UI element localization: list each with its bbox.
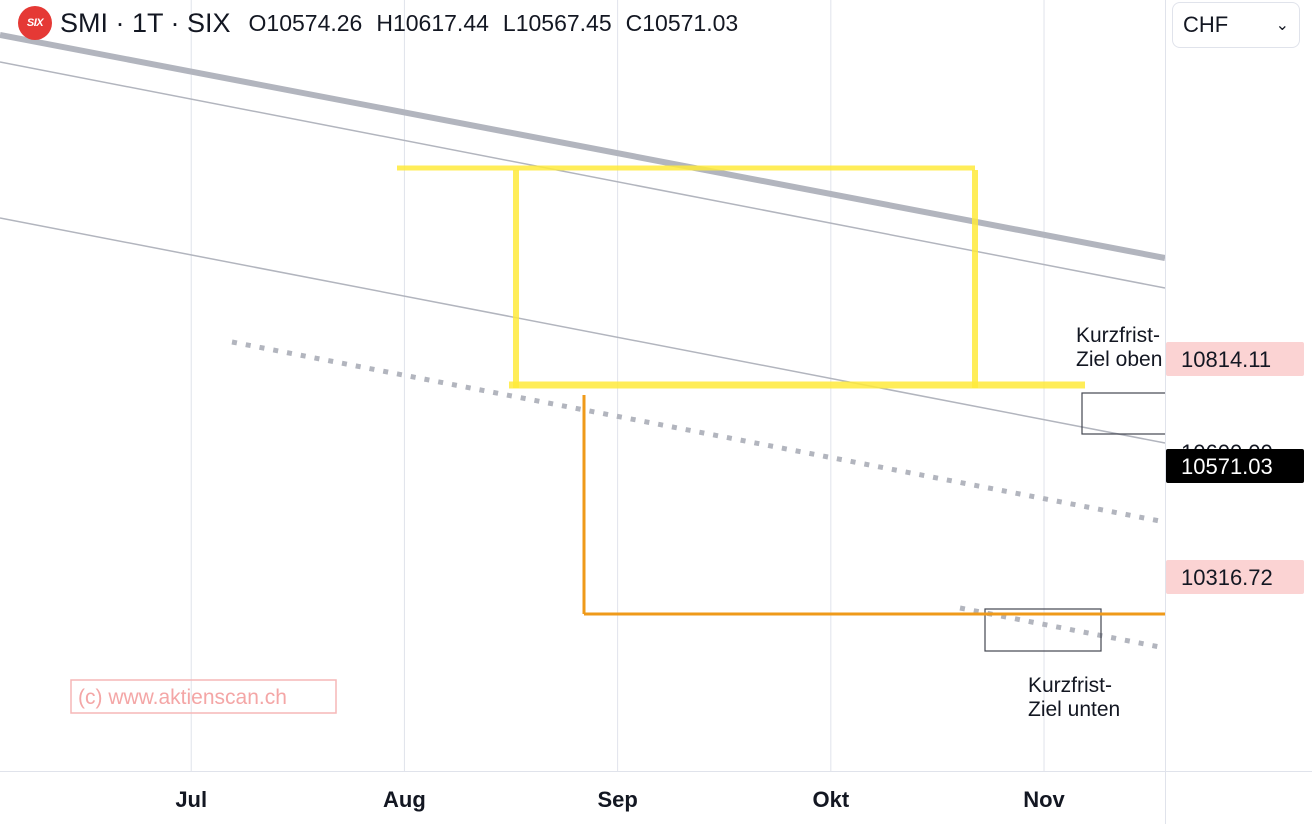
six-logo-icon: SIX <box>18 6 52 40</box>
currency-select[interactable]: CHF ⌄ <box>1172 2 1300 48</box>
x-tick-label: Jul <box>175 787 207 812</box>
trendline-lower-thin <box>0 217 1166 444</box>
currency-value: CHF <box>1183 12 1229 37</box>
target-up-label-2: Ziel oben <box>1076 348 1162 371</box>
trendline-upper-thick <box>0 32 1166 261</box>
ohlc-low: L10567.45 <box>502 9 612 36</box>
x-tick-label: Aug <box>383 787 426 812</box>
chevron-down-icon: ⌄ <box>1275 17 1289 34</box>
ohlc-close: C10571.03 <box>625 9 739 36</box>
lower-target-tag-bg <box>1166 560 1304 594</box>
range-drawings <box>397 165 1165 616</box>
target-box-upper <box>1081 392 1173 435</box>
trendline-upper-thin <box>0 61 1166 289</box>
x-tick-labels: Jul Aug Sep Okt Nov <box>175 787 1065 812</box>
last-price-tag-bg <box>1166 449 1304 483</box>
symbol-title[interactable]: SMI · 1T · SIX <box>60 7 231 38</box>
target-box-lower <box>984 608 1102 652</box>
target-down-label-1: Kurzfrist- <box>1028 674 1112 697</box>
watermark-text: (c) www.aktienscan.ch <box>78 686 287 709</box>
annotations: Kurzfrist- Ziel oben Kurzfrist- Ziel unt… <box>70 324 1162 721</box>
target-up-label-1: Kurzfrist- <box>1076 324 1160 347</box>
x-tick-label: Sep <box>597 787 637 812</box>
watermark-box <box>70 679 337 714</box>
lower-target-tag: 10316.72 <box>1181 565 1273 590</box>
ohlc-high: H10617.44 <box>376 9 489 36</box>
target-down-label-2: Ziel unten <box>1028 698 1120 721</box>
trendline-dotted <box>231 339 1166 525</box>
x-tick-label: Nov <box>1023 787 1065 812</box>
chart-header: SIX SMI · 1T · SIX O10574.26 H10617.44 L… <box>18 6 752 40</box>
x-tick-label: Okt <box>812 787 849 812</box>
ohlc-open: O10574.26 <box>248 9 363 36</box>
upper-target-tag-bg <box>1166 342 1304 376</box>
last-price-tag: 10571.03 <box>1181 454 1273 479</box>
price-axis-mask <box>1166 0 1312 824</box>
time-axis-mask <box>0 772 1312 824</box>
upper-target-tag: 10814.11 <box>1181 347 1271 372</box>
trend-drawings <box>0 32 1173 652</box>
